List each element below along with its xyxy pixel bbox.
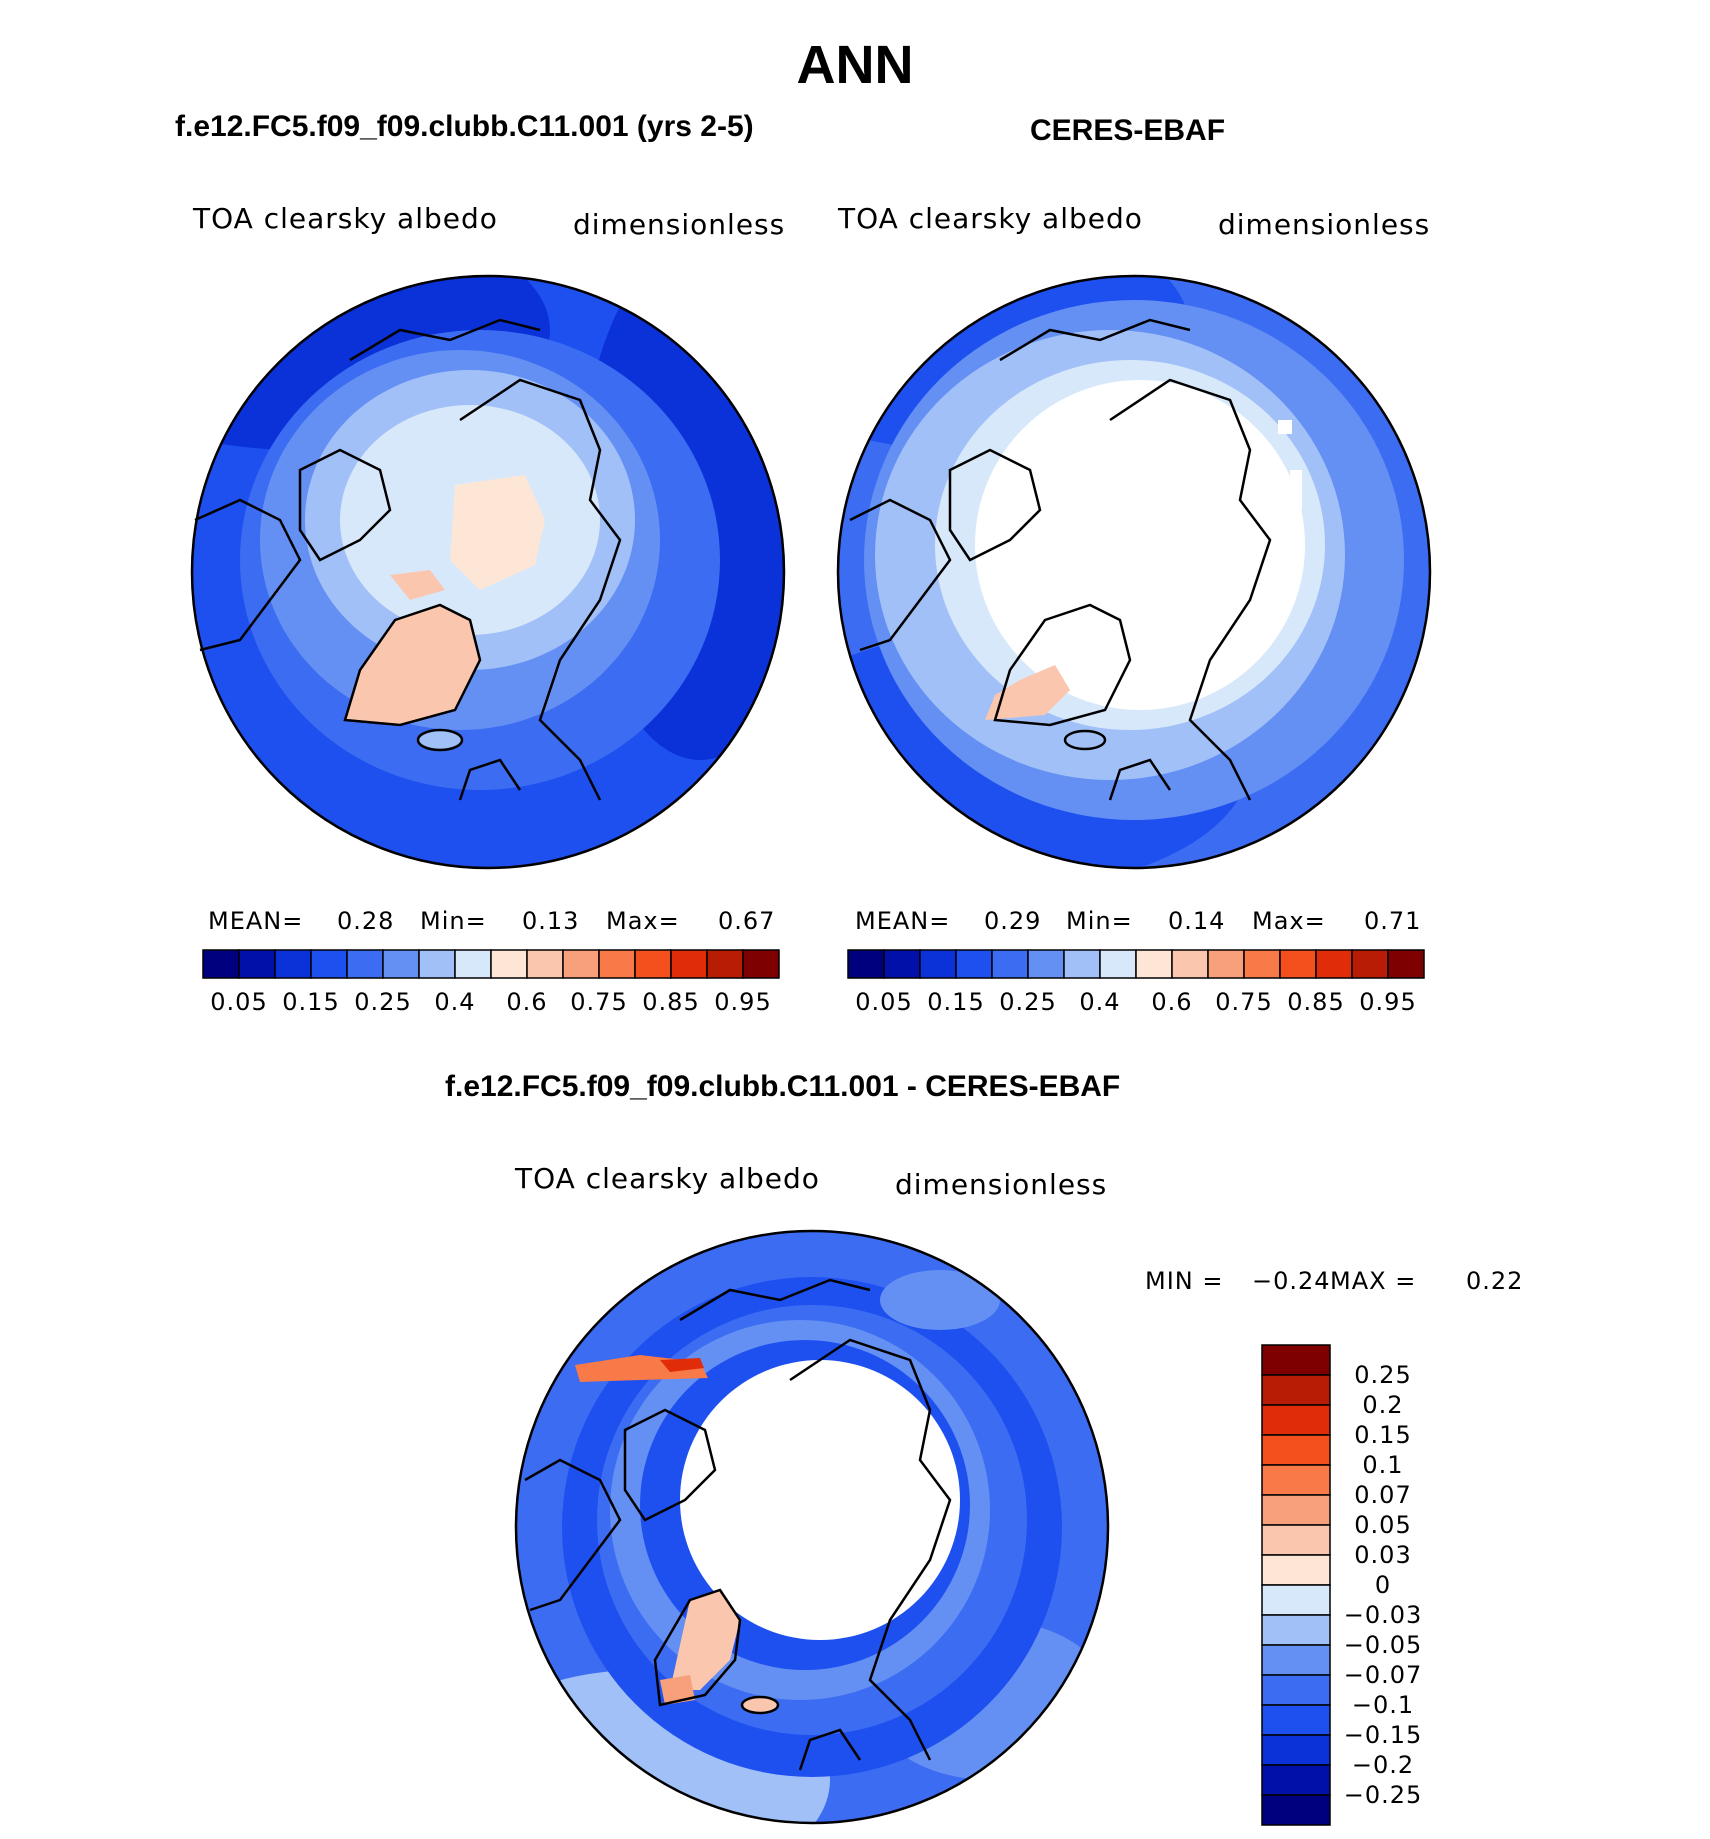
panel-3-colorbar-tick-label: −0.1 [1351, 1691, 1415, 1719]
panel-2-mean-label: MEAN= [855, 907, 951, 935]
panel-3-colorbar-box [1261, 1704, 1331, 1736]
panel-3-colorbar-box [1261, 1404, 1331, 1436]
panel-1-colorbar-tick-label: 0.4 [434, 988, 476, 1016]
panel-3-colorbar-tick-label: 0.05 [1354, 1511, 1412, 1539]
panel-3-colorbar-box [1261, 1734, 1331, 1766]
panel-2-colorbar-tick-label: 0.05 [855, 988, 913, 1016]
panel-3-colorbar-box [1261, 1614, 1331, 1646]
panel-2-colorbar-tick-label: 0.75 [1215, 988, 1273, 1016]
panel-3-colorbar-tick-label: −0.2 [1351, 1751, 1415, 1779]
panel-2-colorbar-tick-label: 0.15 [927, 988, 985, 1016]
panel-2-min-value: 0.14 [1168, 907, 1226, 935]
panel-2-variable-label: TOA clearsky albedo [838, 202, 1143, 235]
panel-2-colorbar-tick-label: 0.4 [1079, 988, 1121, 1016]
panel-3-colorbar-box [1261, 1464, 1331, 1496]
panel-1-colorbar-tick-label: 0.75 [570, 988, 628, 1016]
panel-1-colorbar-tick-label: 0.95 [714, 988, 772, 1016]
panel-1-mean-value: 0.28 [337, 907, 395, 935]
panel-1-min-value: 0.13 [522, 907, 580, 935]
panel-3-colorbar-tick-label: −0.07 [1343, 1661, 1423, 1689]
panel-3-colorbar-box [1261, 1494, 1331, 1526]
panel-3-max-value: 0.22 [1466, 1267, 1524, 1295]
panel-1-colorbar-box [382, 949, 420, 979]
panel-3-colorbar-box [1261, 1374, 1331, 1406]
panel-3-colorbar-tick-label: 0.2 [1362, 1391, 1404, 1419]
panel-1-mean-label: MEAN= [208, 907, 304, 935]
panel-3-colorbar-box [1261, 1554, 1331, 1586]
panel-3-colorbar-box [1261, 1524, 1331, 1556]
panel-2-colorbar-box [1135, 949, 1173, 979]
panel-2-max-value: 0.71 [1364, 907, 1422, 935]
panel-1-colorbar-box [274, 949, 312, 979]
panel-3-colorbar-box [1261, 1584, 1331, 1616]
panel-2-colorbar-box [1351, 949, 1389, 979]
panel-2-title: CERES-EBAF [1030, 114, 1226, 147]
panel-3-colorbar-box [1261, 1674, 1331, 1706]
panel-3-max-label: MAX = [1330, 1267, 1417, 1295]
panel-2-min-label: Min= [1066, 907, 1133, 935]
panel-1-colorbar-tick-label: 0.05 [210, 988, 268, 1016]
panel-3-colorbar-box [1261, 1794, 1331, 1826]
panel-1-colorbar-tick-label: 0.6 [506, 988, 548, 1016]
panel-2-colorbar-box [883, 949, 921, 979]
panel-2-colorbar-box [1279, 949, 1317, 979]
panel-3-min-label: MIN = [1145, 1267, 1224, 1295]
panel-1-max-label: Max= [606, 907, 680, 935]
panel-2-colorbar-box [991, 949, 1029, 979]
panel-2-colorbar-box [1171, 949, 1209, 979]
panel-2-colorbar-box [955, 949, 993, 979]
panel-2-max-label: Max= [1252, 907, 1326, 935]
panel-2-units-label: dimensionless [1218, 208, 1431, 241]
main-title: ANN [796, 35, 914, 95]
panel-3-colorbar-tick-label: 0 [1374, 1571, 1392, 1599]
panel-1-colorbar-box [310, 949, 348, 979]
panel-1-variable-label: TOA clearsky albedo [193, 202, 498, 235]
panel-3-colorbar-box [1261, 1644, 1331, 1676]
panel-3-colorbar-box [1261, 1764, 1331, 1796]
panel-1-colorbar-box [346, 949, 384, 979]
panel-1-colorbar-tick-label: 0.85 [642, 988, 700, 1016]
panel-1-min-label: Min= [420, 907, 487, 935]
panel-3-title: f.e12.FC5.f09_f09.clubb.C11.001 - CERES-… [445, 1070, 1121, 1103]
panel-1-colorbar-box [202, 949, 240, 979]
panel-2-colorbar-tick-label: 0.25 [999, 988, 1057, 1016]
panel-1-title: f.e12.FC5.f09_f09.clubb.C11.001 (yrs 2-5… [175, 110, 754, 143]
panel-3-variable-label: TOA clearsky albedo [515, 1162, 820, 1195]
panel-2-colorbar-tick-label: 0.6 [1151, 988, 1193, 1016]
panel-3-colorbar-tick-label: −0.15 [1343, 1721, 1423, 1749]
panel-3-colorbar-tick-label: 0.1 [1362, 1451, 1404, 1479]
panel-2-mean-value: 0.29 [984, 907, 1042, 935]
panel-3-colorbar-tick-label: −0.05 [1343, 1631, 1423, 1659]
panel-3-colorbar-tick-label: 0.07 [1354, 1481, 1412, 1509]
panel-3-colorbar-box [1261, 1344, 1331, 1376]
panel-3-colorbar-tick-label: 0.15 [1354, 1421, 1412, 1449]
panel-3-min-value: −0.24 [1252, 1267, 1331, 1295]
panel-3-colorbar-tick-label: −0.03 [1343, 1601, 1423, 1629]
panel-3-units-label: dimensionless [895, 1168, 1108, 1201]
panel-1-colorbar-tick-label: 0.15 [282, 988, 340, 1016]
panel-1-colorbar-box [418, 949, 456, 979]
panel-1-colorbar-box [742, 949, 780, 979]
panel-3-colorbar-box [1261, 1434, 1331, 1466]
panel-1-colorbar-box [670, 949, 708, 979]
panel-2-colorbar-box [1387, 949, 1425, 979]
panel-2-colorbar-box [1099, 949, 1137, 979]
panel-3-colorbar-tick-label: −0.25 [1343, 1781, 1423, 1809]
panel-2-colorbar-tick-label: 0.85 [1287, 988, 1345, 1016]
panel-1-colorbar-box [454, 949, 492, 979]
panel-1-colorbar-tick-label: 0.25 [354, 988, 412, 1016]
panel-1-units-label: dimensionless [573, 208, 786, 241]
panel-3-colorbar-tick-label: 0.25 [1354, 1361, 1412, 1389]
panel-1-colorbar-box [526, 949, 564, 979]
panel-1-max-value: 0.67 [718, 907, 776, 935]
panel-2-colorbar-tick-label: 0.95 [1359, 988, 1417, 1016]
panel-3-colorbar-tick-label: 0.03 [1354, 1541, 1412, 1569]
